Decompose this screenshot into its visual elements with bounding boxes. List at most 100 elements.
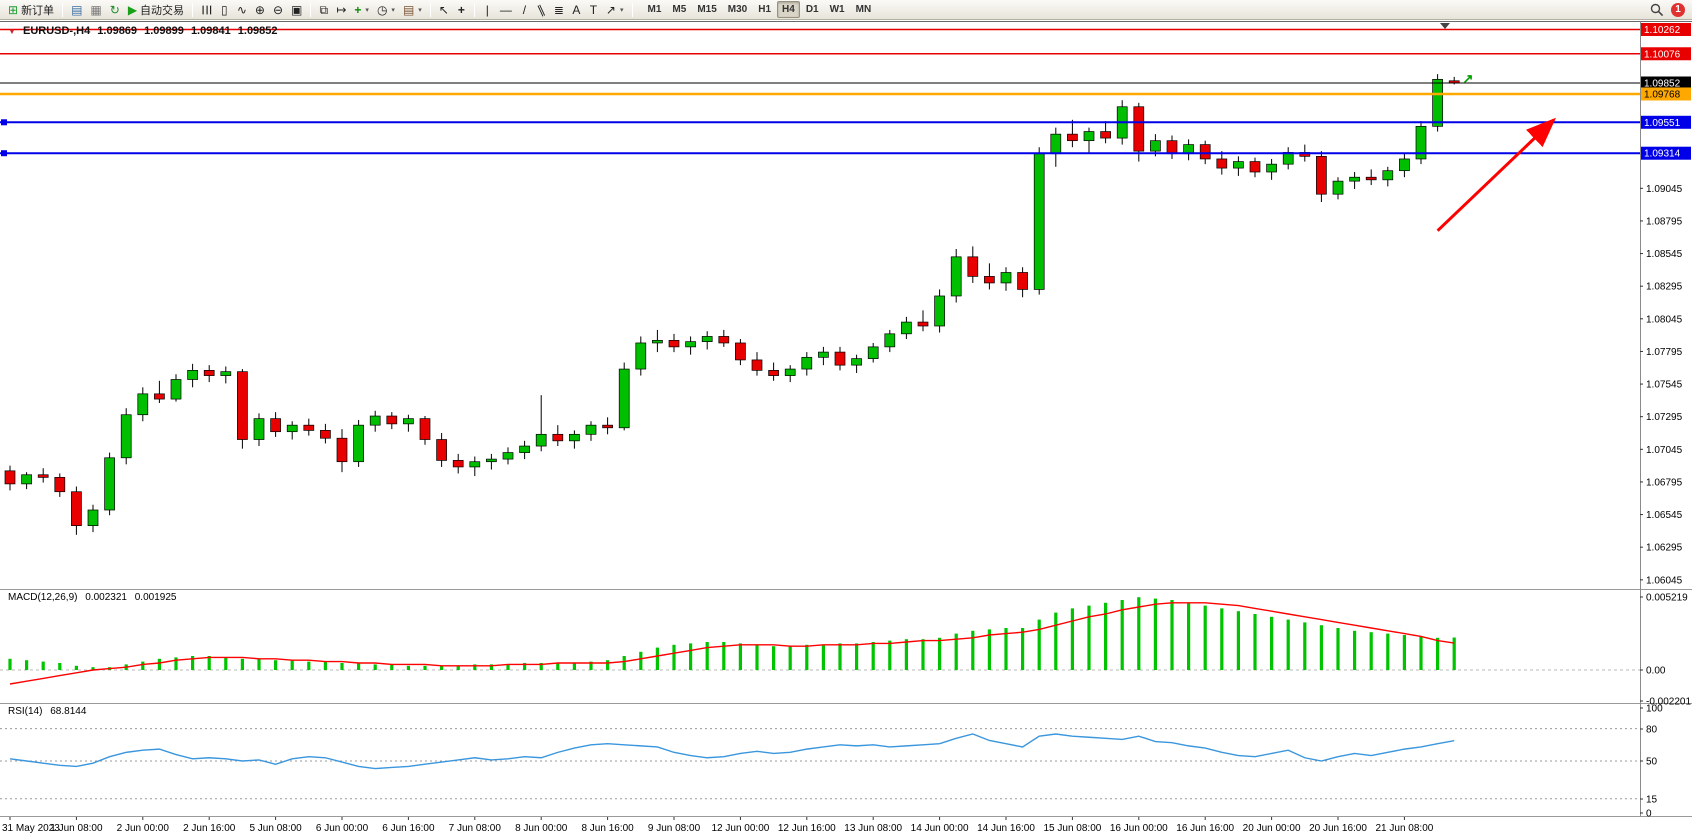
toolbar: ⊞ 新订单 ▤ ▦ ↻ ▶ 自动交易 ☰ ▯ ∿ ⊕ ⊖ ▣ ⧉ ↦ + ▾ ◷… <box>0 0 1692 20</box>
candle <box>569 433 580 442</box>
timeframe-button-M30[interactable]: M30 <box>727 4 748 15</box>
vertical-line-tool-button[interactable]: | <box>479 1 496 18</box>
chart-shift-button[interactable]: ↦ <box>332 1 350 18</box>
notification-badge[interactable]: 1 <box>1671 2 1685 17</box>
time-axis-label: 20 Jun 16:00 <box>1309 823 1367 834</box>
refresh-icon: ↻ <box>109 2 120 17</box>
crosshair-button[interactable]: + <box>453 1 470 18</box>
timeframe-button-M15[interactable]: M15 <box>697 4 717 15</box>
timeframe-button-M1[interactable]: M1 <box>647 4 662 15</box>
templates-button[interactable]: ▤ ▾ <box>399 1 426 18</box>
price-tag-1.09768: 1.09768 <box>1641 87 1691 101</box>
text-tool-button[interactable]: A <box>568 1 585 18</box>
price-tag-1.09314: 1.09314 <box>1641 146 1691 160</box>
autotrading-button[interactable]: ▶ 自动交易 <box>124 1 188 18</box>
new-order-button[interactable]: ⊞ 新订单 <box>4 1 58 18</box>
rsi-label: RSI(14) 68.8144 <box>8 706 91 717</box>
candle <box>1033 153 1045 290</box>
zoom-out-button[interactable]: ⊖ <box>269 1 287 18</box>
profiles-button[interactable]: ▦ <box>86 1 105 18</box>
new-chart-button[interactable]: ▤ <box>67 1 86 18</box>
text-label-tool-button[interactable]: T <box>585 1 602 18</box>
timeframe-button-D1[interactable]: D1 <box>805 4 819 15</box>
horizontal-line-tool-button[interactable]: — <box>496 1 516 18</box>
shapes-tool-button[interactable]: ↗ ▾ <box>602 1 628 18</box>
chevron-down-icon: ▾ <box>418 6 422 14</box>
timeframe-button-MN[interactable]: MN <box>855 4 872 15</box>
timeframe-button-H1[interactable]: H1 <box>758 4 772 15</box>
trend-arrow[interactable] <box>1436 117 1556 232</box>
separator <box>62 2 64 17</box>
zoom-out-icon: ⊖ <box>272 2 283 17</box>
candle <box>1000 272 1012 284</box>
candle <box>353 424 364 463</box>
price-axis-label: 1.07295 <box>1646 412 1683 423</box>
chart-window-icon: ▤ <box>71 2 83 17</box>
vertical-line-icon: | <box>485 2 489 17</box>
cursor-button[interactable]: ↖ <box>435 1 453 18</box>
candle <box>535 433 547 447</box>
timeframe-button-M5[interactable]: M5 <box>672 4 687 15</box>
candle <box>1266 163 1277 173</box>
zoom-in-icon: ⊕ <box>254 2 265 17</box>
tile-windows-button[interactable]: ▣ <box>287 1 306 18</box>
bar-chart-type-button[interactable]: ☰ <box>197 1 216 18</box>
channel-tool-button[interactable]: ∥ <box>533 1 550 18</box>
time-axis-label: 9 Jun 08:00 <box>648 823 701 834</box>
fibonacci-tool-button[interactable]: ≣ <box>550 1 568 18</box>
search-icon[interactable] <box>1650 3 1664 17</box>
price-axis-label: 1.08295 <box>1646 282 1683 293</box>
line-chart-type-button[interactable]: ∿ <box>233 1 251 18</box>
candle <box>54 477 66 493</box>
candle <box>884 333 896 348</box>
candle <box>784 368 796 376</box>
template-icon: ▤ <box>402 2 415 17</box>
autotrading-label: 自动交易 <box>140 4 185 17</box>
time-axis-label: 12 Jun 16:00 <box>778 823 836 834</box>
time-axis-label: 2 Jun 16:00 <box>183 823 236 834</box>
symbol-period-label: EURUSD-,H4 <box>22 25 91 37</box>
cascade-windows-button[interactable]: ⧉ <box>315 1 332 18</box>
refresh-button[interactable]: ↻ <box>106 1 124 18</box>
candle <box>1017 272 1028 290</box>
ohlc-low: 1.09841 <box>190 25 231 37</box>
candle <box>768 370 779 376</box>
periods-button[interactable]: ◷ ▾ <box>373 1 399 18</box>
candle <box>386 415 398 425</box>
channel-icon: ∥ <box>535 1 548 18</box>
candle <box>751 359 763 371</box>
candle <box>1199 144 1211 160</box>
up-arrow-marker[interactable]: ↗ <box>1462 71 1473 86</box>
price-chart-canvas[interactable]: 1.102621.100761.098521.097681.095511.093… <box>0 20 1692 839</box>
chart-shift-icon: ↦ <box>336 2 347 17</box>
clock-icon: ◷ <box>376 2 388 17</box>
time-axis-label: 21 Jun 08:00 <box>1375 823 1433 834</box>
time-axis-label: 31 May 2023 <box>2 823 60 834</box>
candle <box>1050 133 1062 155</box>
timeframe-group: M1 M5 M15 M30 H1 H4 D1 W1 MN <box>643 1 877 18</box>
ohlc-high: 1.09899 <box>144 25 184 37</box>
price-axis-label: 1.08045 <box>1646 314 1683 325</box>
timeframe-button-H4[interactable]: H4 <box>777 1 800 18</box>
candle <box>120 414 132 459</box>
trendline-tool-button[interactable]: / <box>516 1 533 18</box>
price-axis-label: 1.09045 <box>1646 184 1683 195</box>
candle <box>1382 170 1394 181</box>
horizontal-line-icon: — <box>499 2 512 17</box>
candle-chart-type-button[interactable]: ▯ <box>216 1 233 18</box>
candle <box>170 379 182 400</box>
macd-name: MACD(12,26,9) <box>8 592 78 603</box>
rsi-axis-label: 100 <box>1646 704 1663 715</box>
time-axis-label: 2 Jun 00:00 <box>117 823 170 834</box>
indicators-button[interactable]: + ▾ <box>350 1 373 18</box>
chevron-down-icon: ▾ <box>391 6 395 14</box>
candle <box>187 370 198 380</box>
timeframe-button-W1[interactable]: W1 <box>829 4 845 15</box>
candle <box>486 458 497 463</box>
candle <box>585 424 597 435</box>
price-axis-label: 1.07545 <box>1646 380 1683 391</box>
zoom-in-button[interactable]: ⊕ <box>251 1 269 18</box>
candle <box>618 368 630 429</box>
svg-text:1.09768: 1.09768 <box>1644 89 1681 100</box>
price-axis-label: 1.06295 <box>1646 543 1683 554</box>
